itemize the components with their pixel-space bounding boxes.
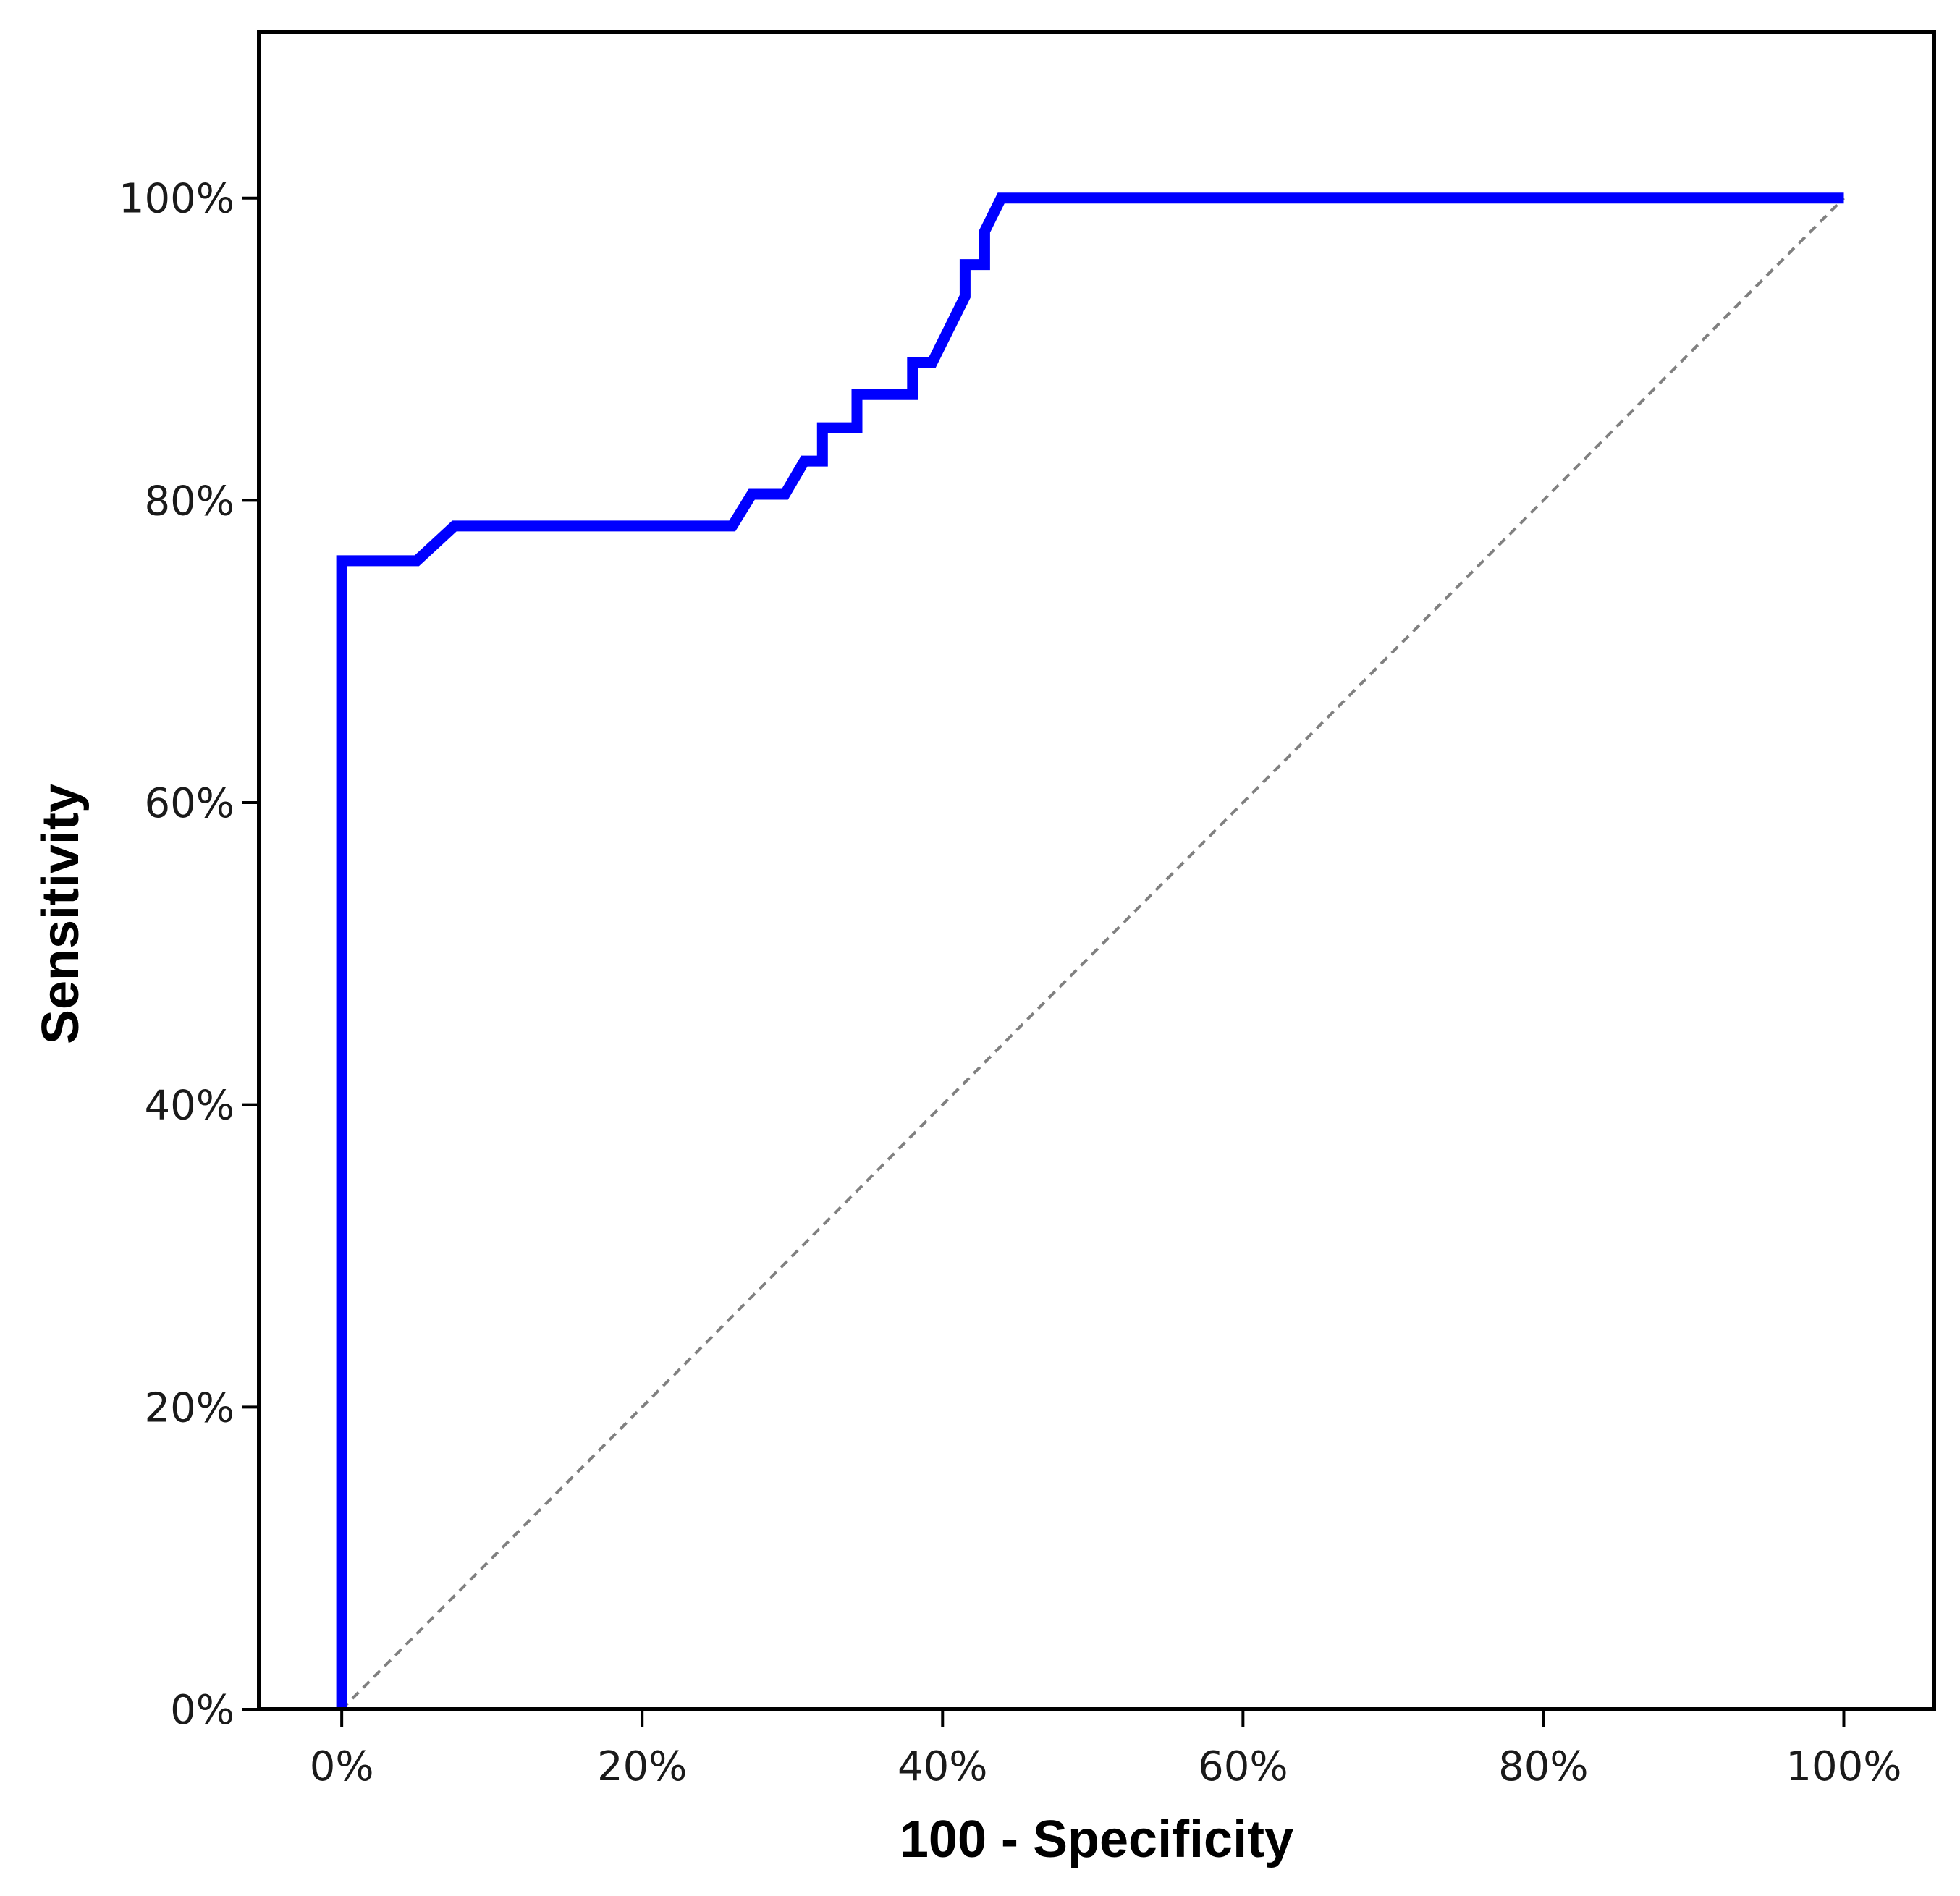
y-tick-label: 40% xyxy=(145,1083,235,1130)
y-tick-label: 20% xyxy=(145,1384,235,1431)
y-axis: 0% 20% 40% 60% 80% 100% xyxy=(119,176,259,1734)
reference-diagonal-line xyxy=(340,197,1845,1711)
y-tick-label: 100% xyxy=(119,176,235,223)
x-tick-label: 100% xyxy=(1786,1743,1901,1790)
y-tick-label: 0% xyxy=(170,1687,235,1734)
plot-frame xyxy=(257,30,1936,1711)
x-tick-label: 40% xyxy=(897,1743,987,1790)
x-tick-label: 60% xyxy=(1198,1743,1288,1790)
y-tick-label: 80% xyxy=(145,478,235,525)
roc-curve-line xyxy=(336,192,1844,1709)
x-tick-label: 0% xyxy=(310,1743,374,1790)
plot-area xyxy=(336,192,1845,1711)
x-axis: 0% 20% 40% 60% 80% 100% xyxy=(310,1709,1902,1790)
y-tick-label: 60% xyxy=(145,780,235,827)
x-tick-label: 20% xyxy=(597,1743,687,1790)
x-axis-title: 100 - Specificity xyxy=(900,1811,1293,1869)
x-tick-label: 80% xyxy=(1498,1743,1588,1790)
y-axis-title: Sensitivity xyxy=(32,784,90,1044)
